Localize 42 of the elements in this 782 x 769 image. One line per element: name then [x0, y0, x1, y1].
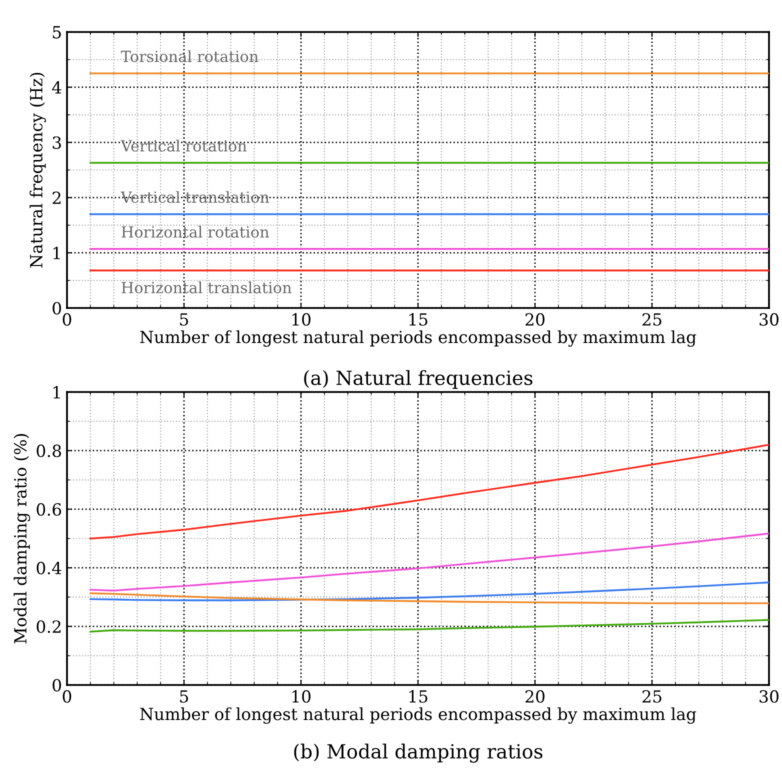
x-tick-label: 5 [180, 690, 188, 703]
line-series [89, 592, 769, 604]
x-tick-label: 10 [292, 313, 310, 326]
line-series [89, 582, 769, 602]
y-tick-label: 0 [52, 302, 62, 315]
text: (a) Natural frequencies [304, 370, 532, 389]
x-tick-label: 25 [642, 690, 662, 703]
series-label: Horizontal translation [122, 282, 292, 294]
y-tick-label: 1 [54, 386, 60, 398]
x-tick-label: 15 [409, 690, 428, 703]
line-series [89, 444, 769, 540]
x-tick-label: 10 [292, 690, 310, 703]
y-axis-title: Natural frequency (Hz) [30, 72, 46, 268]
series-label: Horizontal rotation [122, 226, 269, 238]
x-tick-label: 30 [760, 313, 778, 326]
x-tick-label: 20 [526, 313, 544, 326]
y-tick-label: 4 [52, 81, 62, 94]
series-label: Vertical translation [120, 191, 270, 203]
line-series [89, 532, 769, 592]
x-tick-label: 0 [62, 313, 72, 326]
line-series [89, 619, 769, 633]
x-tick-label: 0 [62, 690, 72, 703]
x-tick-label: 20 [526, 690, 544, 703]
series-label: Vertical rotation [120, 140, 247, 152]
x-tick-label: 15 [409, 313, 428, 326]
y-tick-label: 3 [52, 136, 61, 149]
y-tick-label: 2 [52, 192, 61, 204]
y-tick-label: 5 [52, 26, 61, 39]
y-tick-label: 0.8 [36, 444, 62, 458]
y-tick-label: 0.6 [36, 503, 62, 516]
x-tick-label: 25 [642, 313, 662, 326]
text: (b) Modal damping ratios [294, 744, 542, 763]
series-label: Torsional rotation [120, 50, 258, 62]
y-tick-label: 0.4 [36, 562, 62, 574]
y-tick-label: 1 [54, 246, 60, 260]
x-tick-label: 5 [180, 313, 188, 326]
x-axis-title: Number of longest natural periods encompassed by maximum lag [140, 330, 696, 347]
x-axis-title: Number of longest natural periods encompassed by maximum lag [140, 707, 696, 724]
y-tick-label: 0 [52, 678, 62, 692]
y-axis-title: Modal damping ratio (%) [14, 434, 30, 644]
y-tick-label: 0.2 [36, 620, 61, 633]
x-tick-label: 30 [760, 690, 778, 703]
